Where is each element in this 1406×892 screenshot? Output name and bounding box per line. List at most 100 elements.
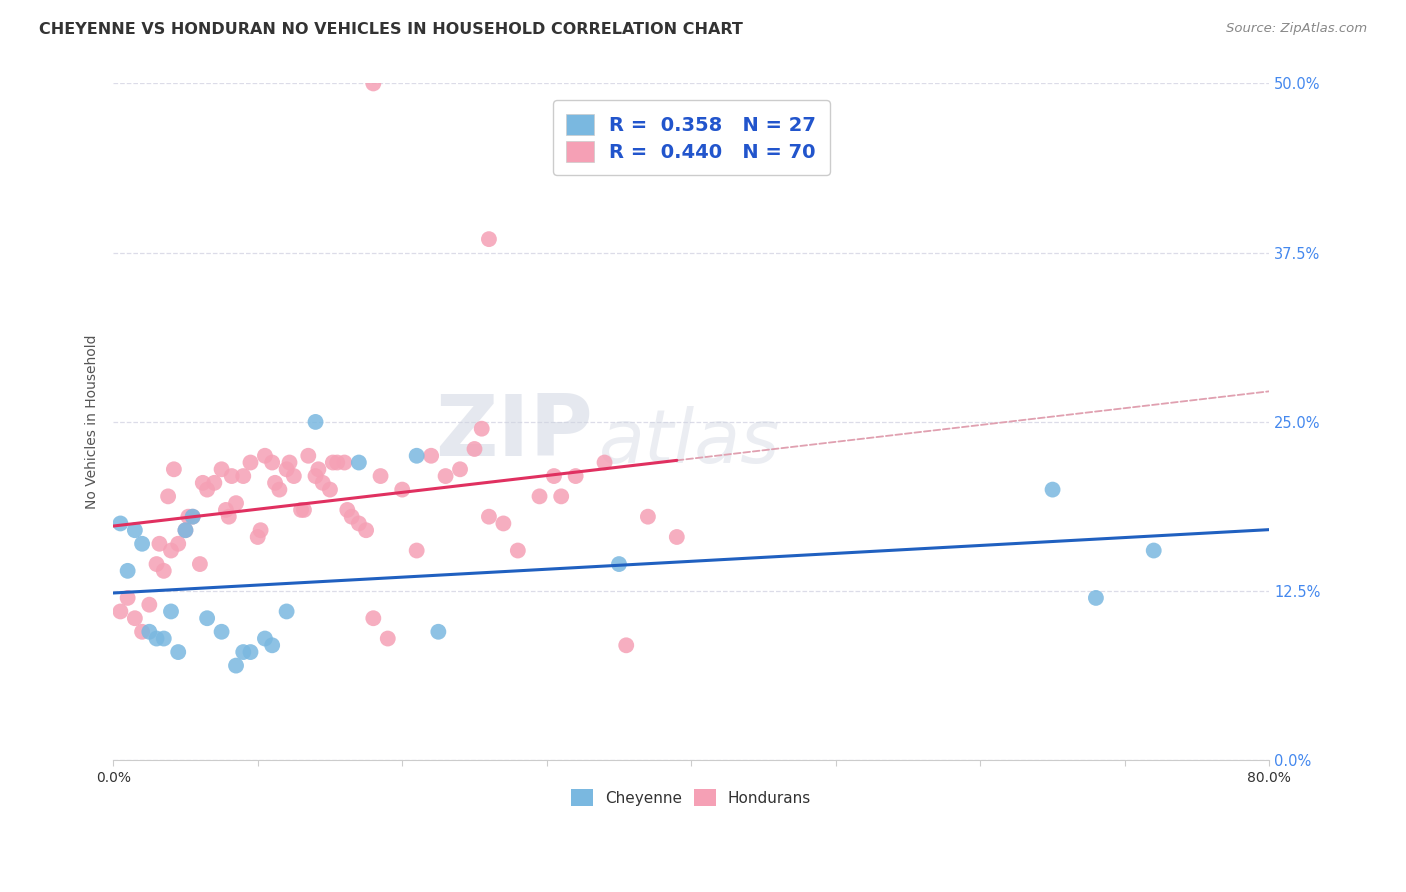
Point	[195, 611, 218, 625]
Point	[543, 469, 565, 483]
Point	[564, 469, 586, 483]
Point	[145, 632, 167, 646]
Y-axis label: No Vehicles in Household: No Vehicles in Household	[86, 334, 100, 509]
Point	[312, 475, 335, 490]
Point	[253, 449, 276, 463]
Point	[1143, 543, 1166, 558]
Point	[297, 449, 319, 463]
Point	[253, 632, 276, 646]
Text: atlas: atlas	[599, 406, 780, 478]
Point	[167, 537, 190, 551]
Point	[249, 523, 271, 537]
Point	[181, 509, 204, 524]
Point	[276, 462, 298, 476]
Point	[152, 632, 174, 646]
Point	[246, 530, 269, 544]
Point	[211, 462, 233, 476]
Point	[131, 537, 153, 551]
Point	[391, 483, 413, 497]
Point	[319, 483, 342, 497]
Point	[290, 503, 312, 517]
Point	[160, 543, 183, 558]
Point	[304, 415, 326, 429]
Point	[191, 475, 214, 490]
Text: ZIP: ZIP	[436, 391, 593, 474]
Legend: Cheyenne, Hondurans: Cheyenne, Hondurans	[564, 781, 818, 814]
Point	[478, 509, 501, 524]
Point	[506, 543, 529, 558]
Point	[177, 509, 200, 524]
Point	[283, 469, 305, 483]
Point	[225, 496, 247, 510]
Point	[221, 469, 243, 483]
Point	[269, 483, 291, 497]
Point	[363, 611, 385, 625]
Point	[174, 523, 197, 537]
Point	[262, 456, 284, 470]
Point	[550, 489, 572, 503]
Point	[614, 638, 637, 652]
Point	[202, 475, 225, 490]
Point	[211, 624, 233, 639]
Point	[637, 509, 659, 524]
Point	[405, 449, 427, 463]
Point	[292, 503, 315, 517]
Point	[471, 422, 494, 436]
Point	[138, 598, 160, 612]
Point	[340, 509, 363, 524]
Point	[322, 456, 344, 470]
Point	[434, 469, 457, 483]
Point	[145, 557, 167, 571]
Point	[124, 611, 146, 625]
Point	[347, 456, 370, 470]
Point	[363, 77, 385, 91]
Point	[336, 503, 359, 517]
Point	[1084, 591, 1107, 605]
Point	[167, 645, 190, 659]
Text: CHEYENNE VS HONDURAN NO VEHICLES IN HOUSEHOLD CORRELATION CHART: CHEYENNE VS HONDURAN NO VEHICLES IN HOUS…	[39, 22, 744, 37]
Point	[124, 523, 146, 537]
Point	[152, 564, 174, 578]
Point	[593, 456, 616, 470]
Point	[131, 624, 153, 639]
Point	[188, 557, 211, 571]
Point	[354, 523, 377, 537]
Point	[117, 564, 139, 578]
Point	[492, 516, 515, 531]
Point	[377, 632, 399, 646]
Point	[449, 462, 471, 476]
Point	[160, 604, 183, 618]
Point	[307, 462, 329, 476]
Point	[181, 509, 204, 524]
Point	[138, 624, 160, 639]
Point	[239, 645, 262, 659]
Point	[278, 456, 301, 470]
Point	[174, 523, 197, 537]
Point	[478, 232, 501, 246]
Point	[157, 489, 180, 503]
Point	[232, 469, 254, 483]
Point	[218, 509, 240, 524]
Point	[264, 475, 287, 490]
Point	[665, 530, 688, 544]
Point	[195, 483, 218, 497]
Point	[1042, 483, 1064, 497]
Point	[370, 469, 392, 483]
Point	[110, 516, 132, 531]
Point	[262, 638, 284, 652]
Point	[333, 456, 356, 470]
Point	[607, 557, 630, 571]
Point	[347, 516, 370, 531]
Point	[110, 604, 132, 618]
Point	[326, 456, 349, 470]
Point	[529, 489, 551, 503]
Point	[148, 537, 170, 551]
Point	[239, 456, 262, 470]
Point	[427, 624, 450, 639]
Text: Source: ZipAtlas.com: Source: ZipAtlas.com	[1226, 22, 1367, 36]
Point	[405, 543, 427, 558]
Point	[117, 591, 139, 605]
Point	[225, 658, 247, 673]
Point	[420, 449, 443, 463]
Point	[276, 604, 298, 618]
